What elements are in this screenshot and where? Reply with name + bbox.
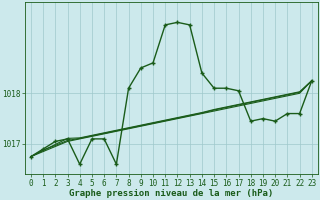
X-axis label: Graphe pression niveau de la mer (hPa): Graphe pression niveau de la mer (hPa) — [69, 189, 274, 198]
